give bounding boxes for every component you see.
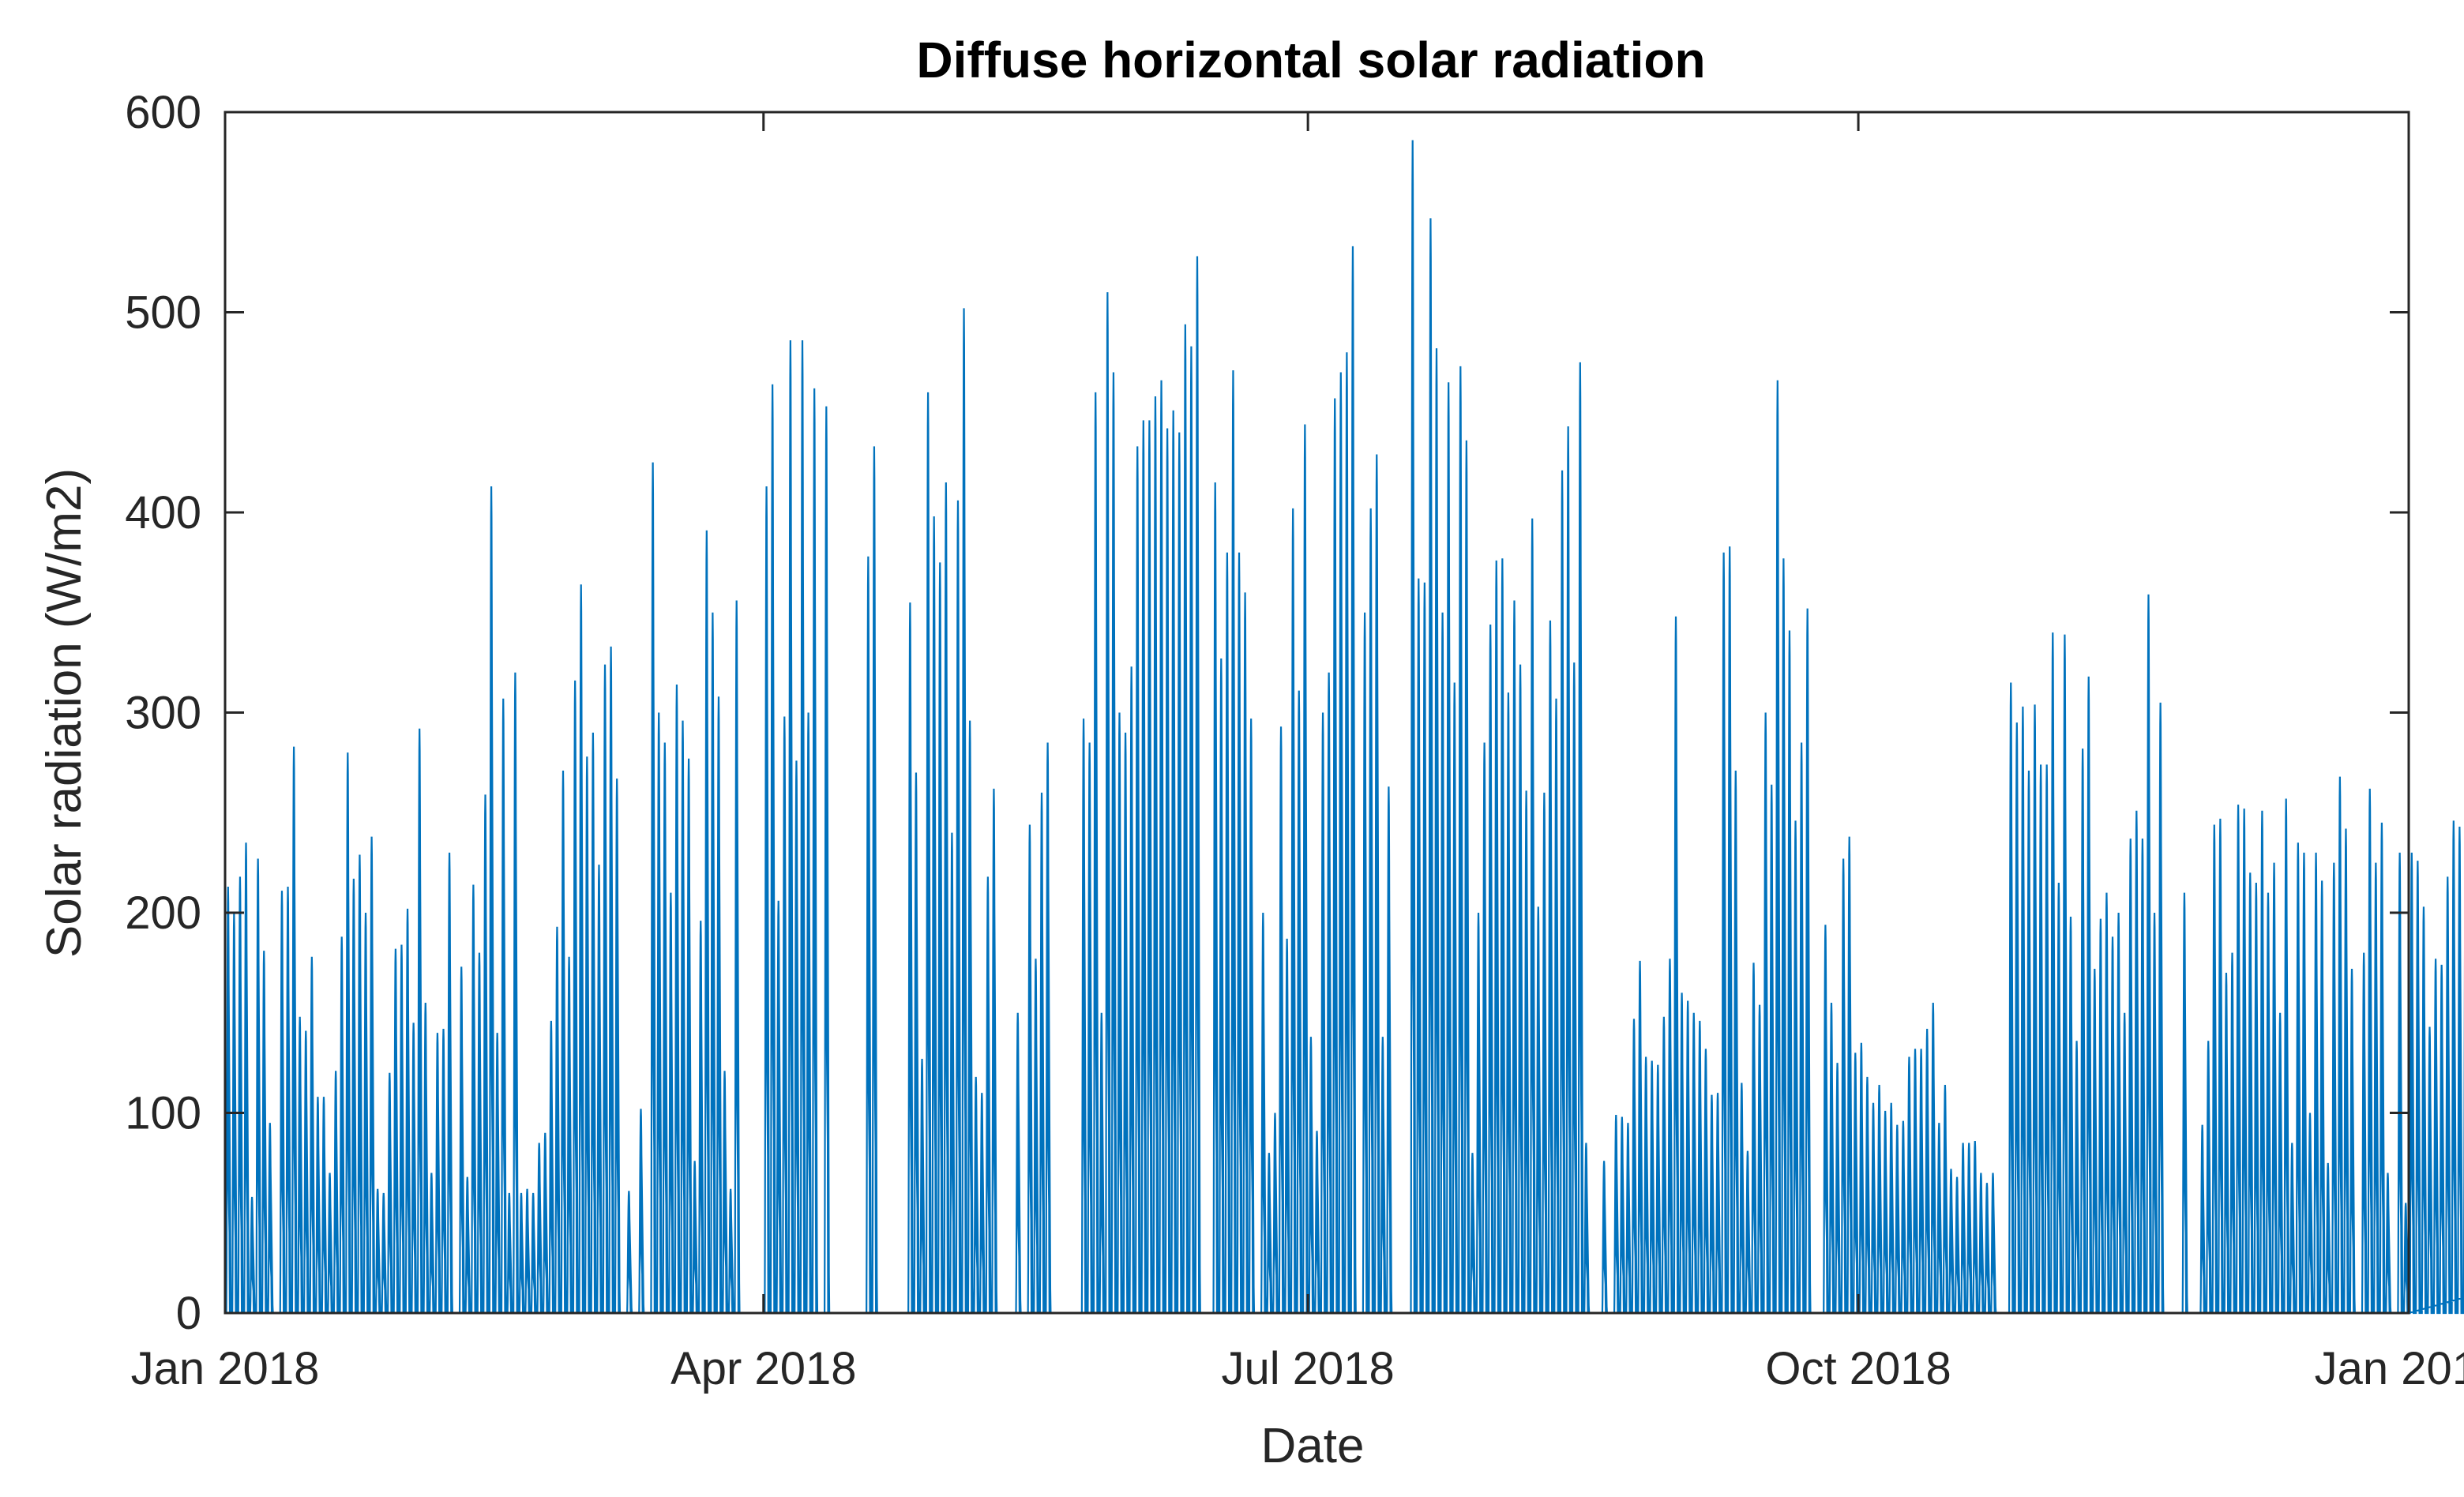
y-axis-label: Solar radiation (W/m2): [37, 468, 92, 958]
y-tick-label-1: 100: [125, 1088, 201, 1139]
x-tick-label-3: Oct 2018: [1765, 1343, 1951, 1394]
y-tick-label-6: 600: [125, 87, 201, 138]
axes-layer: 0 100 200 300 400 500 600 Jan 2018 Apr 2018 Jul 2…: [125, 87, 2464, 1394]
x-tick-label-4: Jan 2019: [2315, 1343, 2464, 1394]
y-tick-label-5: 500: [125, 287, 201, 339]
x-axis-label: Date: [1261, 1419, 1365, 1473]
y-tick-label-0: 0: [176, 1288, 201, 1339]
y-tick-label-3: 300: [125, 688, 201, 739]
y-tick-label-2: 200: [125, 887, 201, 939]
x-tick-label-2: Jul 2018: [1221, 1343, 1394, 1394]
y-tick-label-4: 400: [125, 487, 201, 538]
x-tick-label-1: Apr 2018: [670, 1343, 856, 1394]
x-tick-label-0: Jan 2018: [131, 1343, 320, 1394]
chart-title: Diffuse horizontal solar radiation: [916, 32, 1705, 88]
